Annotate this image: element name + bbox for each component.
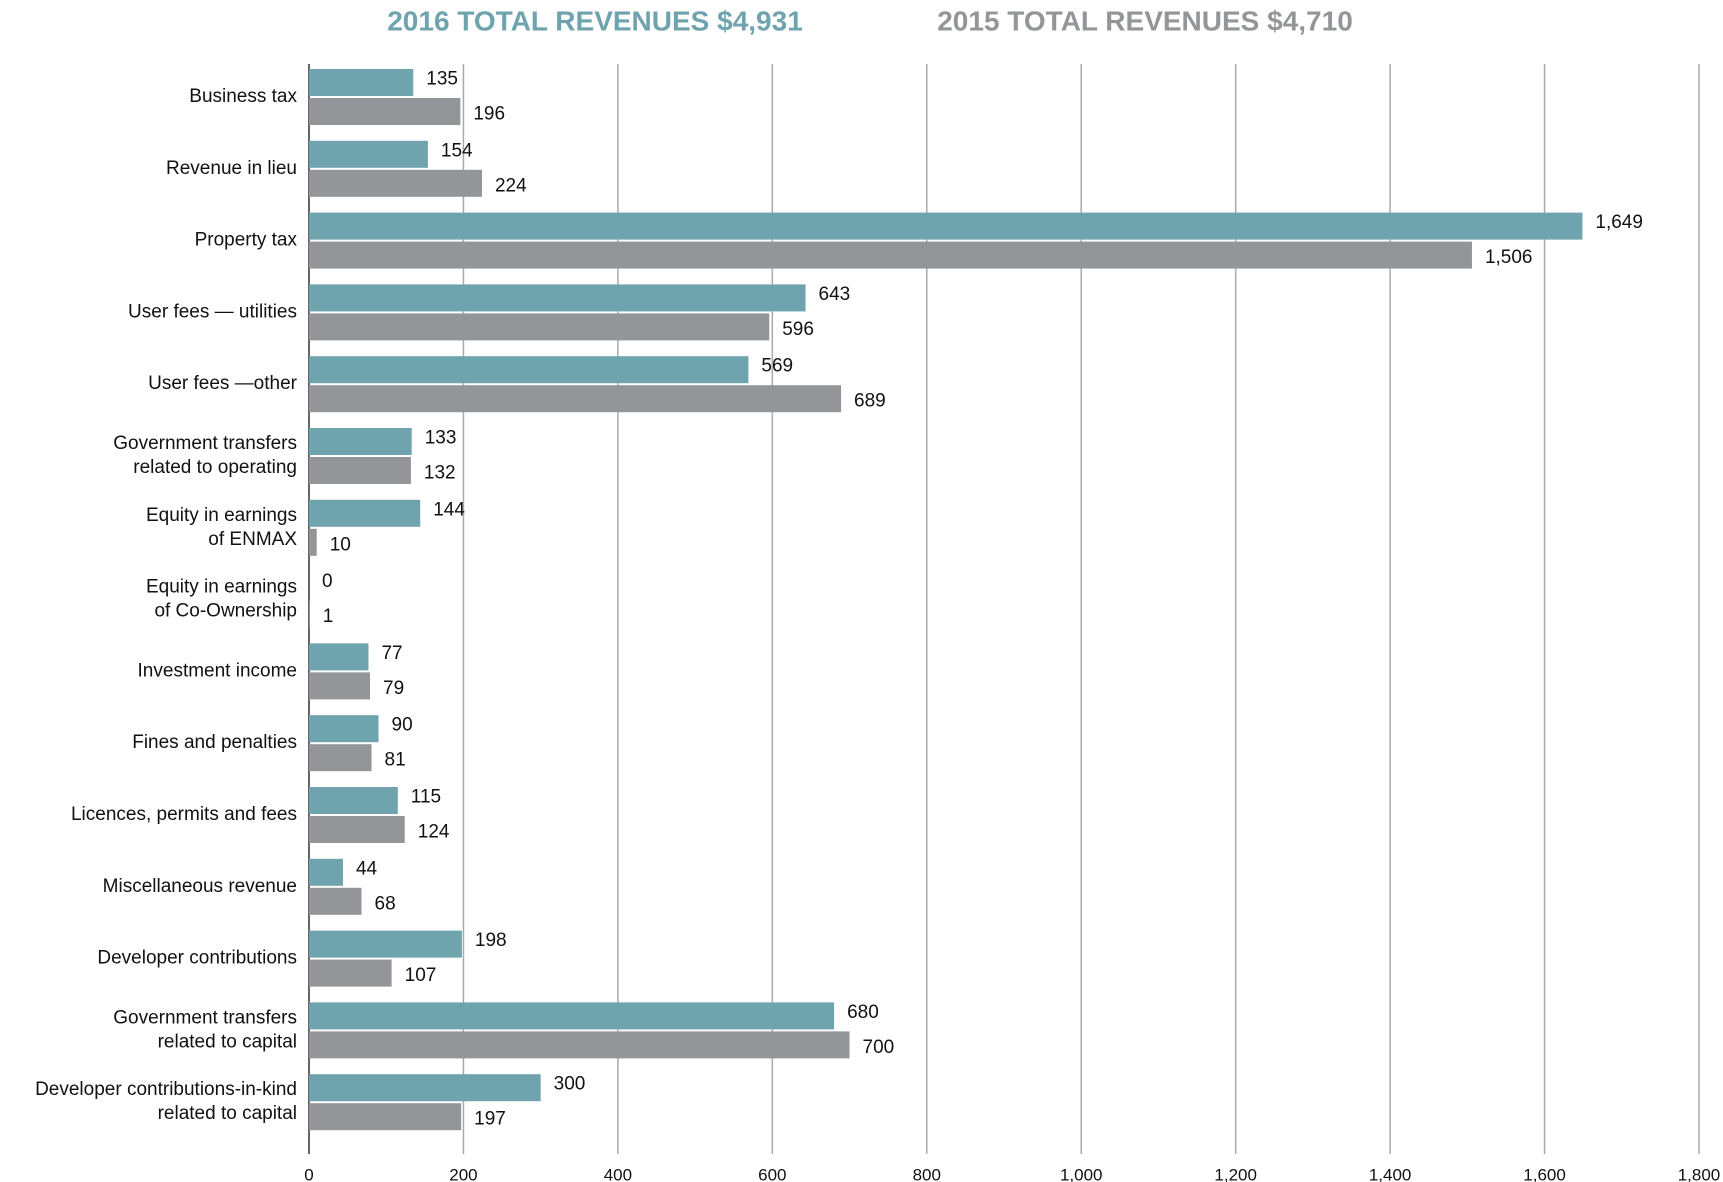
bar [309, 356, 749, 384]
bar [309, 715, 379, 743]
bar [309, 385, 842, 413]
value-label: 1 [323, 606, 334, 627]
value-label: 79 [383, 678, 404, 699]
value-label: 643 [819, 284, 851, 305]
bar [309, 887, 362, 915]
y-tick-label: Business tax [189, 86, 297, 107]
value-label: 124 [418, 822, 450, 843]
bar [309, 744, 372, 772]
bar [309, 787, 398, 814]
bar [309, 428, 412, 455]
value-label: 689 [854, 391, 886, 412]
value-label: 300 [554, 1074, 586, 1095]
bar [309, 457, 411, 484]
value-label: 1,506 [1485, 247, 1533, 268]
y-tick-label: Government transfers related to operating [113, 433, 297, 478]
value-label: 68 [375, 893, 396, 914]
bar [309, 1002, 835, 1030]
bar [309, 858, 343, 886]
x-tick-label: 1,000 [1060, 1165, 1103, 1182]
bar [309, 816, 405, 843]
legend-title: 2015 TOTAL REVENUES $4,710 [937, 5, 1353, 36]
value-label: 77 [381, 643, 402, 664]
bar [309, 212, 1583, 240]
bar [309, 69, 414, 96]
value-label: 596 [782, 319, 814, 340]
value-label: 569 [761, 356, 793, 377]
x-tick-label: 1,600 [1523, 1165, 1566, 1182]
y-tick-label: Fines and penalties [132, 732, 297, 753]
value-label: 700 [863, 1037, 895, 1058]
value-label: 154 [441, 140, 473, 161]
bar [309, 959, 392, 987]
y-tick-label: Miscellaneous revenue [103, 876, 297, 897]
y-tick-label: Investment income [138, 660, 297, 681]
value-label: 132 [424, 463, 456, 484]
y-tick-label: Revenue in lieu [166, 158, 297, 179]
bar [309, 313, 770, 341]
value-label: 10 [330, 534, 351, 555]
value-label: 144 [433, 499, 465, 520]
bar [309, 600, 310, 628]
bar [309, 672, 371, 700]
y-tick-label: Licences, permits and fees [71, 804, 297, 825]
y-tick-label: User fees — utilities [128, 301, 297, 322]
y-tick-label: Developer contributions [97, 948, 297, 969]
value-label: 44 [356, 858, 378, 879]
x-tick-label: 600 [758, 1165, 786, 1182]
value-label: 1,649 [1595, 212, 1643, 233]
value-label: 196 [473, 104, 505, 125]
x-tick-label: 200 [449, 1165, 477, 1182]
bar [309, 140, 428, 168]
bar [309, 528, 317, 556]
y-tick-label: Equity in earnings of ENMAX [146, 505, 297, 550]
x-tick-label: 1,800 [1678, 1165, 1721, 1182]
bar [309, 98, 461, 125]
bar [309, 1103, 462, 1131]
bar [309, 499, 421, 527]
value-label: 197 [474, 1109, 506, 1130]
value-label: 135 [426, 69, 458, 90]
bar [309, 169, 482, 197]
bar [309, 284, 806, 312]
value-label: 198 [475, 930, 507, 951]
x-tick-label: 400 [604, 1165, 632, 1182]
bar [309, 1031, 850, 1059]
y-tick-label: Government transfers related to capital [113, 1007, 297, 1052]
bar [309, 643, 369, 671]
bar [309, 1074, 541, 1102]
value-label: 115 [411, 787, 441, 808]
value-label: 224 [495, 175, 527, 196]
bar [309, 930, 462, 958]
y-tick-label: Property tax [195, 230, 298, 251]
y-tick-label: Developer contributions-in-kind related t… [35, 1079, 297, 1124]
y-tick-label: Equity in earnings of Co-Ownership [146, 577, 297, 622]
legend-title: 2016 TOTAL REVENUES $4,931 [387, 5, 803, 36]
y-tick-label: User fees —other [148, 373, 298, 394]
value-label: 133 [425, 428, 457, 449]
value-label: 0 [322, 571, 333, 592]
bar [309, 241, 1472, 269]
value-label: 680 [847, 1002, 879, 1023]
x-tick-label: 800 [913, 1165, 941, 1182]
x-tick-label: 1,200 [1214, 1165, 1257, 1182]
value-label: 81 [385, 750, 406, 771]
x-tick-label: 1,400 [1369, 1165, 1412, 1182]
value-label: 90 [392, 715, 413, 736]
x-tick-label: 0 [304, 1165, 313, 1182]
value-label: 107 [405, 965, 437, 986]
